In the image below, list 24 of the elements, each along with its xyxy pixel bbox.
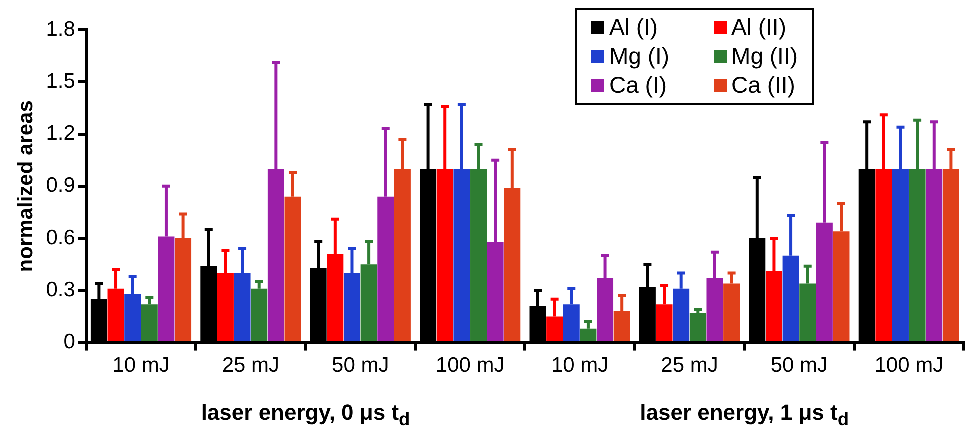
y-tick-label: 0.3 (46, 278, 76, 302)
y-tick-label: 1.2 (46, 122, 76, 146)
legend-label: Ca (II) (732, 72, 796, 99)
y-tick-label: 0.9 (46, 174, 76, 198)
x-axis-title: laser energy, 0 μs t$_{d}$ (201, 400, 410, 430)
x-tick-label: 100 mJ (874, 354, 944, 378)
legend-label: Ca (I) (609, 72, 667, 99)
x-tick-label: 25 mJ (661, 354, 718, 378)
x-tick-label: 50 mJ (770, 354, 828, 378)
y-tick-label: 1.5 (46, 70, 76, 93)
x-tick-label: 100 mJ (436, 354, 505, 378)
legend-label: Mg (II) (732, 43, 798, 70)
x-tick-label: 10 mJ (112, 354, 170, 378)
legend-label: Al (I) (609, 14, 658, 41)
y-tick-label: 1.8 (46, 18, 76, 41)
text: laser energy, 1 μs t$_{d}$ (640, 400, 850, 430)
y-tick-label: 0 (64, 330, 76, 354)
x-tick-label: 25 mJ (222, 354, 280, 378)
x-tick-label: 50 mJ (332, 354, 390, 378)
legend-label: Mg (I) (609, 43, 670, 70)
legend-label: Al (II) (732, 14, 786, 41)
y-axis-title: normalized areas (14, 100, 38, 272)
y-tick-label: 0.6 (46, 226, 76, 250)
x-tick-label: 10 mJ (551, 354, 609, 378)
